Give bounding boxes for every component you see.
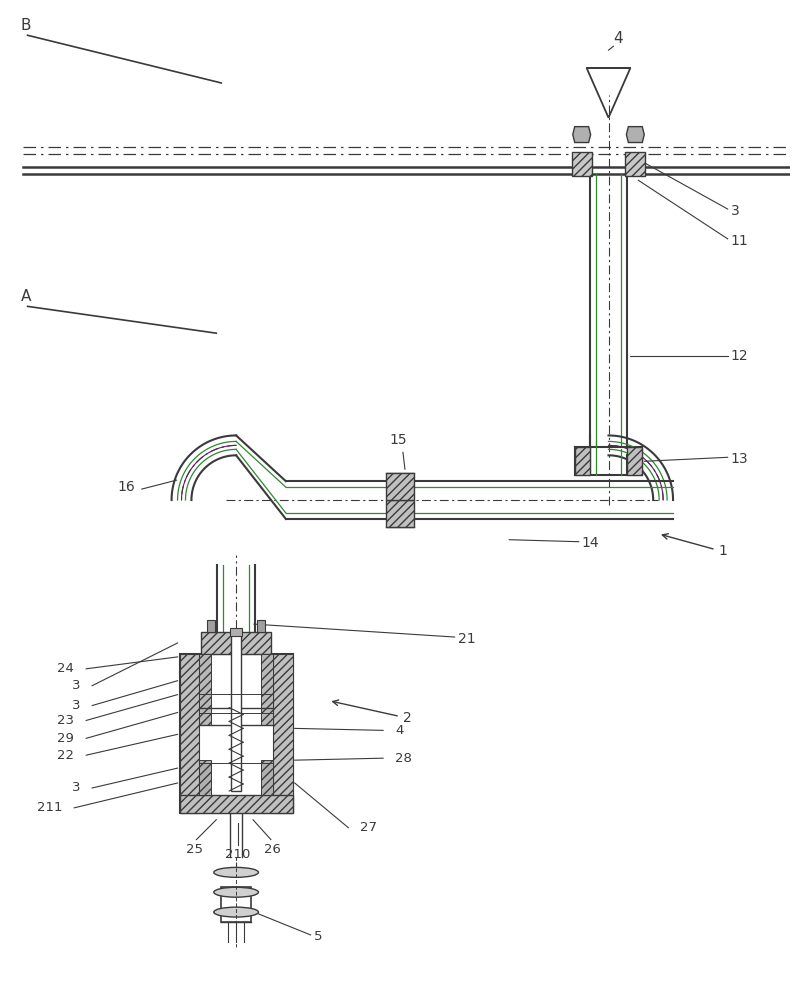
Text: 5: 5 [313, 930, 322, 943]
Bar [261, 654, 273, 725]
Text: 26: 26 [264, 843, 282, 856]
Text: 3: 3 [71, 781, 80, 794]
Polygon shape [386, 473, 414, 500]
Text: 13: 13 [730, 452, 749, 466]
Bar [230, 628, 242, 636]
Text: 25: 25 [186, 843, 203, 856]
Bar [179, 654, 199, 813]
Text: 21: 21 [458, 632, 475, 646]
Text: 210: 210 [225, 848, 251, 861]
Bar [179, 654, 293, 813]
Ellipse shape [214, 887, 259, 897]
Text: 11: 11 [730, 234, 749, 248]
Ellipse shape [214, 907, 259, 917]
Text: 16: 16 [117, 480, 135, 494]
Bar [207, 620, 215, 632]
Text: 2: 2 [403, 711, 412, 725]
Text: 14: 14 [582, 536, 600, 550]
Text: 23: 23 [57, 714, 75, 727]
Bar [273, 654, 293, 813]
Text: 28: 28 [395, 752, 412, 765]
Text: 3: 3 [71, 699, 80, 712]
Bar [261, 760, 273, 795]
Ellipse shape [214, 867, 259, 877]
Text: 15: 15 [389, 433, 407, 447]
Bar [199, 654, 211, 725]
Text: B: B [21, 18, 31, 33]
Text: 12: 12 [730, 349, 749, 363]
Bar [221, 887, 251, 922]
Text: 3: 3 [730, 204, 739, 218]
Text: 4: 4 [614, 31, 623, 46]
Text: 3: 3 [71, 679, 80, 692]
Text: 211: 211 [36, 801, 63, 814]
Text: 29: 29 [57, 732, 75, 745]
Polygon shape [386, 500, 414, 527]
Text: 1: 1 [718, 544, 728, 558]
Text: 24: 24 [57, 662, 75, 675]
Bar [232, 632, 241, 791]
Polygon shape [575, 447, 590, 475]
Text: A: A [21, 289, 31, 304]
Bar [179, 795, 293, 813]
Text: 27: 27 [360, 821, 377, 834]
Polygon shape [626, 152, 646, 176]
Polygon shape [573, 127, 591, 143]
Bar [201, 632, 271, 654]
Polygon shape [627, 447, 642, 475]
Text: 22: 22 [57, 749, 75, 762]
Bar [199, 760, 211, 795]
Text: 4: 4 [395, 724, 404, 737]
Polygon shape [572, 152, 592, 176]
Bar [257, 620, 265, 632]
Polygon shape [626, 127, 644, 143]
